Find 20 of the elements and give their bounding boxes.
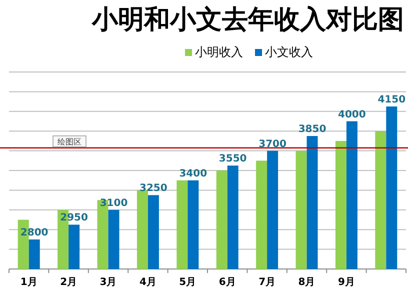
chart-title: 小明和小文去年收入对比图 [91,5,404,35]
data-label: 3700 [258,138,286,150]
x-tick-label: 7月 [258,277,276,288]
legend-label: 小明收入 [195,45,243,59]
x-tick-label: 9月 [338,277,355,288]
x-tick-label: 2月 [60,277,78,288]
x-tick-label: 1月 [20,277,38,288]
x-tick-label: 4月 [139,277,156,288]
legend-label: 小文收入 [265,45,313,59]
data-label: 3250 [140,183,168,194]
x-tick-label: 5月 [179,277,196,288]
data-label: 3850 [298,124,326,136]
data-label: 4150 [378,94,406,106]
data-label: 4000 [338,109,366,120]
x-tick-label: 6月 [218,277,236,288]
data-label: 3550 [218,154,247,165]
ref-line-label: 绘图区 [58,137,82,146]
x-tick-label: 3月 [100,277,117,288]
data-label: 3400 [179,168,208,180]
x-tick-label: 8月 [298,277,316,288]
